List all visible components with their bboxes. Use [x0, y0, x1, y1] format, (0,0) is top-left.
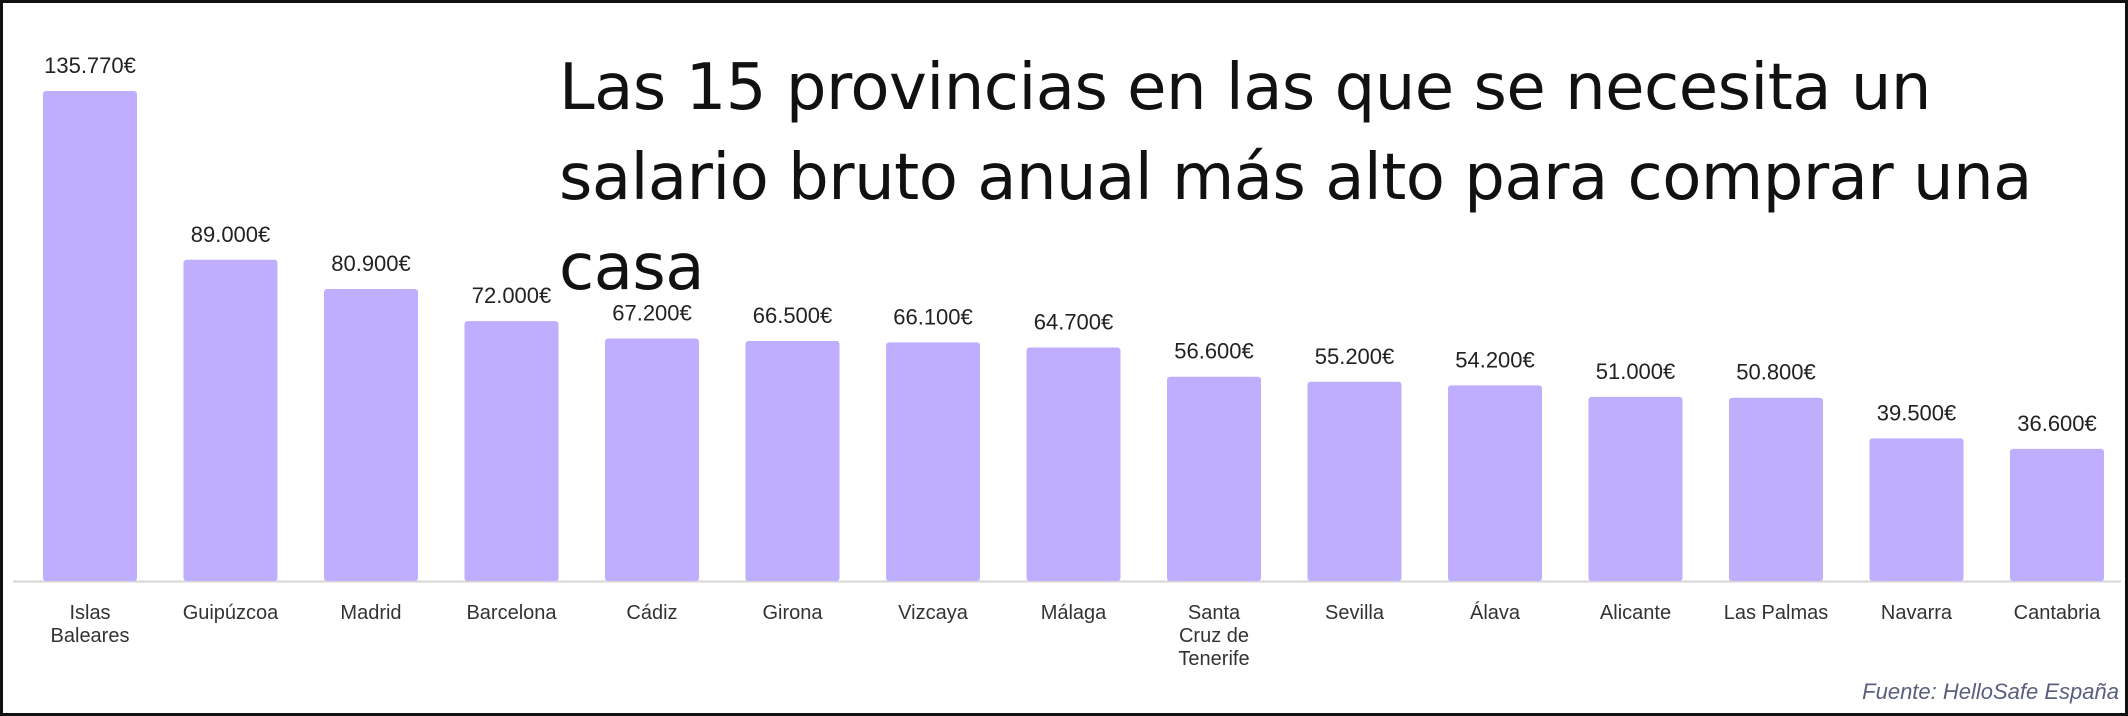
- category-label-12: Las Palmas: [1724, 602, 1829, 624]
- bar-13: [1869, 438, 1964, 581]
- value-label-4: 67.200€: [612, 301, 692, 326]
- value-label-0: 135.770€: [44, 53, 136, 78]
- bar-6: [886, 342, 980, 581]
- value-label-7: 64.700€: [1034, 310, 1114, 335]
- value-label-1: 89.000€: [191, 222, 271, 247]
- bar-3: [464, 321, 559, 581]
- value-label-5: 66.500€: [753, 303, 833, 328]
- bar-11: [1588, 396, 1683, 581]
- value-label-6: 66.100€: [893, 304, 973, 329]
- value-label-3: 72.000€: [472, 283, 552, 308]
- value-label-11: 51.000€: [1596, 359, 1676, 384]
- category-label-11: Alicante: [1600, 602, 1671, 624]
- bar-8: [1167, 376, 1261, 581]
- category-label-9: Sevilla: [1325, 602, 1385, 624]
- category-label-8: Santa Cruz de Tenerife: [1178, 602, 1249, 670]
- value-label-14: 36.600€: [2017, 411, 2097, 436]
- value-label-9: 55.200€: [1315, 344, 1395, 369]
- bar-2: [324, 289, 418, 581]
- source-note: Fuente: HelloSafe España: [1862, 679, 2119, 704]
- value-label-13: 39.500€: [1877, 400, 1957, 425]
- category-label-3: Barcelona: [466, 602, 557, 624]
- bar-10: [1448, 385, 1542, 581]
- chart-title: Las 15 provincias en las que se necesita…: [559, 51, 2032, 305]
- value-label-12: 50.800€: [1736, 360, 1816, 385]
- category-label-0: Islas Baleares: [51, 602, 130, 647]
- value-label-8: 56.600€: [1174, 339, 1254, 364]
- bar-7: [1026, 347, 1121, 581]
- category-label-14: Cantabria: [2014, 602, 2102, 624]
- category-label-7: Málaga: [1041, 602, 1107, 624]
- bar-chart: 135.770€ Islas Baleares 89.000€ Guipúzcoa 80.…: [13, 53, 2121, 670]
- bar-1: [183, 259, 278, 581]
- category-label-13: Navarra: [1881, 602, 1953, 624]
- bar-12: [1729, 397, 1823, 581]
- category-label-2: Madrid: [340, 602, 401, 624]
- value-label-10: 54.200€: [1455, 347, 1535, 372]
- category-label-4: Cádiz: [626, 602, 677, 624]
- category-label-5: Girona: [762, 602, 823, 624]
- category-label-1: Guipúzcoa: [183, 602, 279, 624]
- bar-4: [605, 338, 699, 581]
- value-label-2: 80.900€: [331, 251, 411, 276]
- category-label-6: Vizcaya: [898, 602, 969, 624]
- bar-5: [745, 341, 840, 581]
- bar-9: [1307, 381, 1402, 581]
- category-label-10: Álava: [1470, 601, 1521, 624]
- bar-0: [43, 91, 137, 581]
- bar-14: [2010, 448, 2104, 581]
